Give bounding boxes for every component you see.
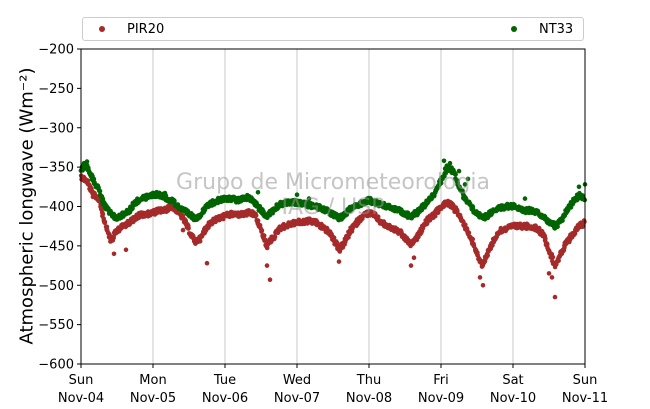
data-point-outlier — [162, 190, 168, 196]
data-point — [272, 234, 278, 239]
x-tick-label-day: Thu — [356, 373, 381, 388]
x-tick-label-date: Nov-07 — [274, 391, 320, 406]
x-tick-label-day: Sun — [573, 373, 598, 388]
x-tick-label-date: Nov-04 — [58, 391, 104, 406]
data-point — [186, 226, 191, 231]
data-point-outlier — [255, 190, 261, 195]
data-point-outlier — [336, 259, 342, 264]
x-tick-label-date: Nov-10 — [490, 391, 536, 406]
data-point-outlier — [465, 176, 471, 182]
x-tick-label-day: Sat — [502, 373, 523, 388]
data-point — [464, 226, 470, 232]
x-tick-label-date: Nov-05 — [130, 391, 176, 406]
legend: PIR20 NT33 — [82, 17, 584, 41]
x-tick-label-date: Nov-08 — [346, 391, 392, 406]
y-tick-label: −350 — [38, 161, 74, 176]
data-point-outlier — [546, 271, 552, 276]
legend-marker-nt33 — [511, 26, 517, 32]
data-point — [438, 180, 444, 186]
data-point — [466, 230, 472, 235]
data-point — [104, 224, 110, 230]
data-point — [544, 242, 550, 248]
legend-item-pir20: PIR20 — [99, 18, 164, 40]
data-point-outlier — [267, 277, 273, 283]
data-point — [261, 233, 267, 238]
y-tick-label: −500 — [38, 279, 74, 294]
data-point — [102, 220, 108, 226]
data-point-outlier — [480, 283, 486, 288]
legend-marker-pir20 — [99, 26, 105, 32]
x-tick-label-day: Tue — [213, 373, 236, 388]
data-point — [543, 236, 548, 242]
data-point — [470, 236, 476, 242]
x-tick-label-day: Mon — [139, 373, 166, 388]
y-axis: −200 −250 −300 −350 −400 −450 −500 −550 −600 — [38, 43, 81, 373]
data-point-outlier — [204, 260, 210, 266]
data-point-outlier — [522, 196, 528, 201]
legend-label-pir20: PIR20 — [127, 21, 165, 37]
data-point — [454, 208, 460, 214]
y-tick-label: −450 — [38, 239, 74, 254]
data-point-outlier — [408, 263, 414, 268]
watermark-line-1: Grupo de Micrometeorologia — [176, 170, 490, 195]
data-point-outlier — [552, 294, 558, 300]
y-axis-label: Atmospheric longwave (Wm⁻²) — [16, 67, 38, 345]
y-tick-label: −200 — [38, 43, 74, 58]
data-point — [202, 207, 208, 213]
data-points — [78, 158, 588, 300]
data-point-outlier — [447, 160, 453, 166]
watermark-line-2: IAG / USP — [281, 195, 385, 220]
data-point-outlier — [123, 247, 129, 253]
x-tick-label-day: Fri — [433, 373, 449, 388]
x-tick-label-date: Nov-11 — [562, 391, 608, 406]
y-tick-label: −600 — [38, 358, 74, 373]
legend-item-nt33: NT33 — [511, 18, 573, 40]
data-point — [97, 188, 103, 194]
x-tick-label-date: Nov-06 — [202, 391, 248, 406]
data-point — [253, 213, 259, 218]
legend-label-nt33: NT33 — [539, 21, 574, 37]
y-tick-label: −250 — [38, 82, 74, 97]
data-point-outlier — [111, 251, 117, 257]
data-point — [453, 172, 458, 177]
data-point — [111, 235, 116, 241]
data-point — [375, 214, 381, 219]
x-axis: Sun Nov-04 Mon Nov-05 Tue Nov-06 Wed Nov-07 Thu N… — [58, 364, 608, 406]
data-point — [197, 239, 203, 244]
data-point — [463, 222, 468, 227]
x-tick-label-day: Sun — [69, 373, 94, 388]
series-nt33 — [78, 158, 588, 231]
data-point — [581, 218, 587, 223]
data-point-outlier — [477, 275, 483, 280]
data-point-outlier — [549, 275, 555, 280]
x-tick-label-day: Wed — [283, 373, 311, 388]
data-point-outlier — [180, 227, 186, 233]
data-point-outlier — [462, 182, 468, 187]
y-tick-label: −400 — [38, 200, 74, 215]
data-point-outlier — [306, 196, 312, 201]
data-point — [562, 245, 567, 250]
data-point-outlier — [411, 255, 417, 260]
y-tick-label: −300 — [38, 121, 74, 136]
data-point-outlier — [294, 192, 300, 197]
data-point-outlier — [441, 158, 447, 164]
data-point-outlier — [456, 168, 462, 174]
x-tick-label-date: Nov-09 — [418, 391, 464, 406]
data-point — [550, 254, 556, 260]
data-point-outlier — [264, 263, 270, 268]
y-tick-label: −550 — [38, 318, 74, 333]
series-pir20 — [78, 173, 587, 300]
data-point-outlier — [576, 184, 582, 190]
data-point — [556, 258, 561, 264]
data-point — [100, 211, 106, 217]
data-point-outlier — [84, 159, 90, 164]
data-point — [259, 228, 264, 233]
